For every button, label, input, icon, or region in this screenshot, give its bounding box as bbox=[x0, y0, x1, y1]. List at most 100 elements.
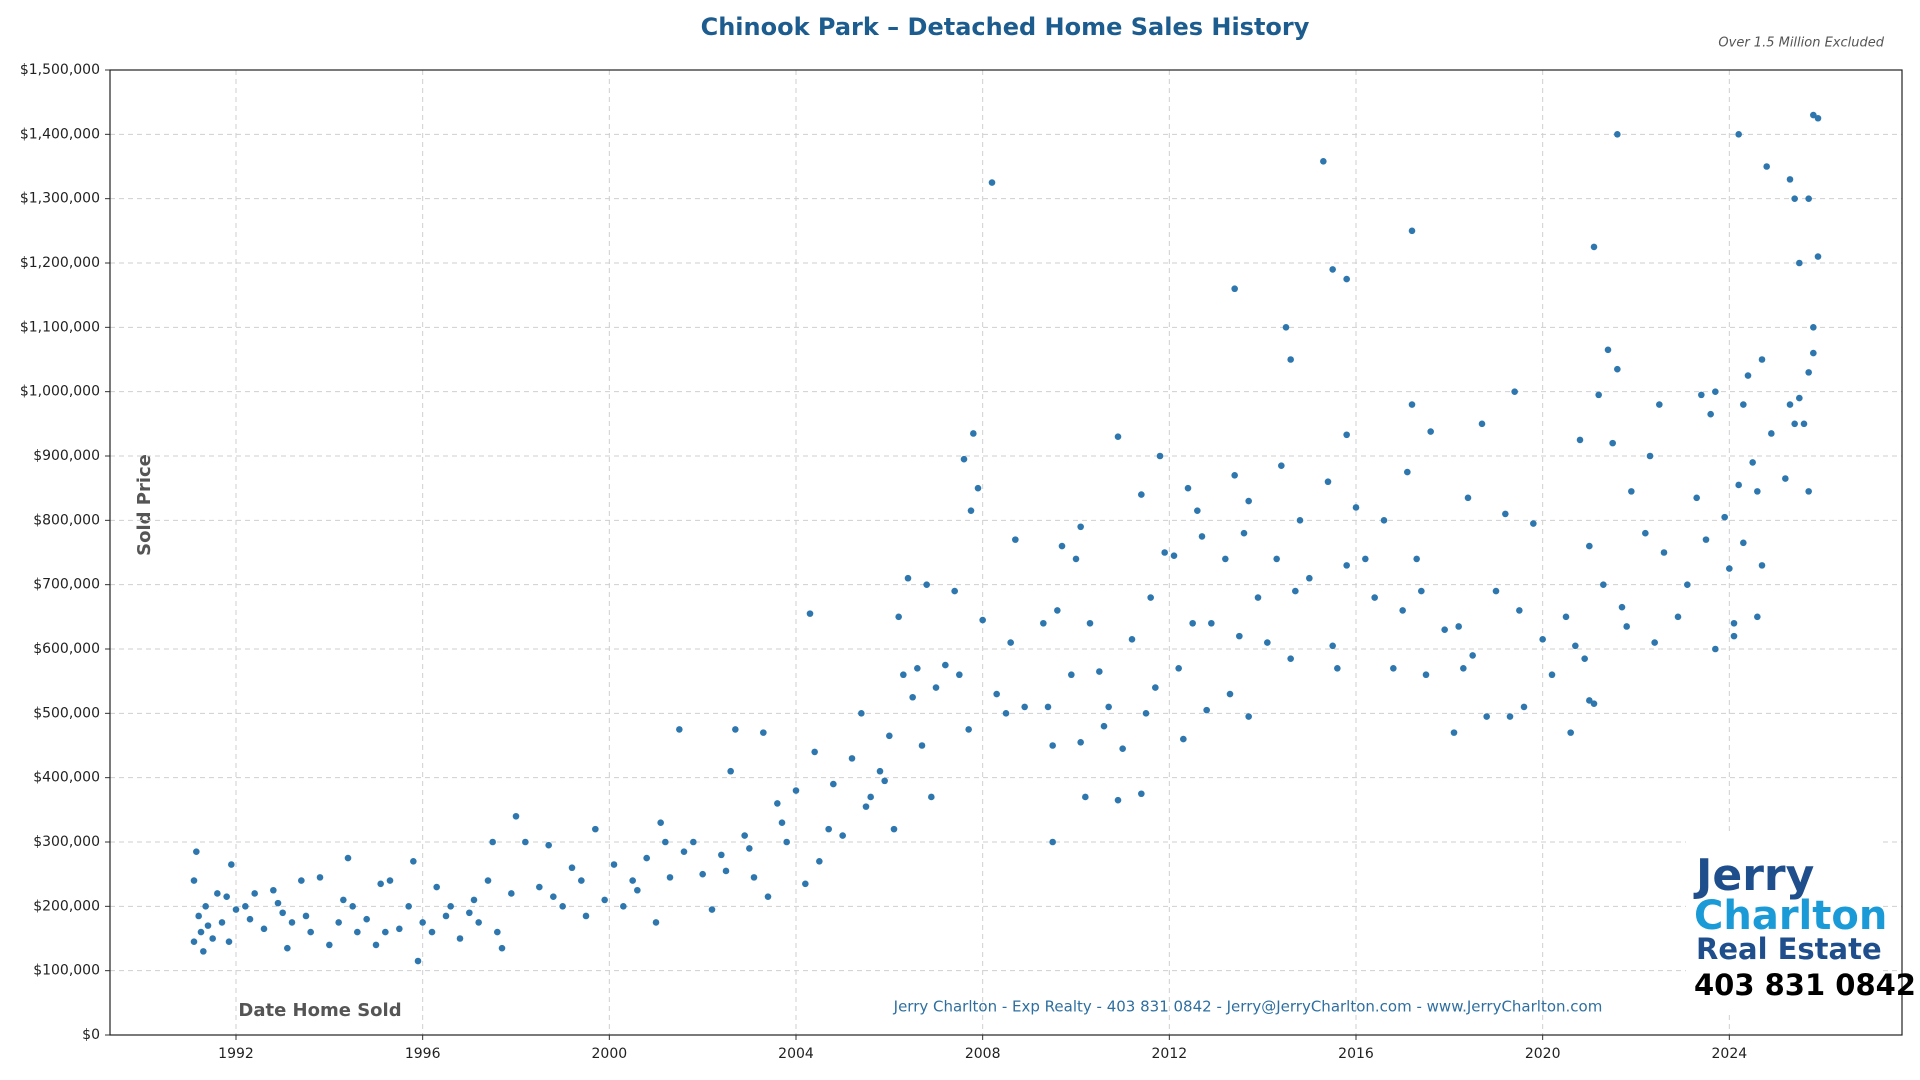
data-point bbox=[1282, 324, 1290, 331]
data-point bbox=[928, 793, 935, 801]
y-tick-label: $1,300,000 bbox=[20, 191, 100, 207]
data-point bbox=[1754, 613, 1761, 621]
data-point bbox=[204, 922, 212, 929]
data-point bbox=[732, 726, 739, 733]
data-point bbox=[1786, 401, 1794, 408]
data-point bbox=[1040, 619, 1047, 627]
data-point bbox=[1404, 468, 1411, 476]
data-point bbox=[1483, 713, 1490, 720]
data-point bbox=[298, 877, 305, 884]
y-axis-label: Sold Price bbox=[134, 454, 155, 556]
y-tick-label: $1,200,000 bbox=[20, 255, 100, 271]
data-point bbox=[718, 851, 725, 859]
data-point bbox=[1077, 738, 1084, 746]
data-point bbox=[1455, 623, 1462, 630]
data-point bbox=[1646, 452, 1654, 460]
data-point bbox=[1810, 111, 1817, 119]
data-point bbox=[783, 838, 790, 846]
y-tick-label: $200,000 bbox=[33, 898, 100, 914]
data-point bbox=[890, 825, 898, 833]
data-point bbox=[610, 861, 618, 868]
data-point bbox=[190, 938, 198, 946]
data-point bbox=[1735, 481, 1742, 489]
data-point bbox=[1231, 285, 1238, 293]
data-point bbox=[1441, 626, 1448, 633]
data-point bbox=[699, 870, 706, 878]
data-point bbox=[1240, 529, 1248, 537]
data-point bbox=[1763, 163, 1770, 170]
data-point bbox=[1049, 742, 1056, 749]
data-point bbox=[993, 690, 1000, 698]
data-point bbox=[1609, 439, 1616, 447]
data-point bbox=[1656, 401, 1663, 408]
data-point bbox=[1114, 433, 1122, 441]
data-point bbox=[676, 726, 683, 733]
data-point bbox=[802, 880, 809, 888]
data-point bbox=[522, 838, 529, 846]
data-point bbox=[1730, 619, 1738, 627]
data-point bbox=[1595, 391, 1602, 399]
data-point bbox=[433, 883, 440, 891]
data-point bbox=[363, 915, 370, 923]
data-point bbox=[550, 893, 557, 900]
data-point bbox=[974, 484, 982, 492]
data-point bbox=[1245, 497, 1252, 505]
data-point bbox=[1460, 665, 1467, 672]
data-point bbox=[601, 896, 608, 904]
data-point bbox=[1371, 594, 1378, 601]
data-point bbox=[456, 935, 464, 942]
data-point bbox=[193, 848, 200, 855]
data-point bbox=[197, 928, 205, 936]
data-point bbox=[806, 610, 814, 617]
data-point bbox=[1306, 574, 1313, 582]
data-point bbox=[1208, 619, 1215, 627]
data-point bbox=[1758, 356, 1766, 363]
data-point bbox=[410, 858, 417, 865]
data-point bbox=[190, 877, 198, 884]
data-point bbox=[223, 893, 230, 900]
data-point bbox=[1287, 655, 1294, 662]
data-point bbox=[643, 854, 650, 862]
data-point bbox=[1170, 552, 1178, 560]
data-point bbox=[764, 893, 772, 900]
data-point bbox=[708, 906, 716, 913]
logo-tagline: Real Estate bbox=[1696, 932, 1882, 966]
data-point bbox=[419, 919, 426, 926]
data-point bbox=[1418, 587, 1425, 595]
plot-area: $0 $100,000 $200,000 $300,000 $400,000 $500,0… bbox=[20, 62, 1903, 1062]
data-point bbox=[568, 864, 576, 872]
data-point bbox=[1142, 710, 1150, 717]
data-point bbox=[209, 935, 216, 942]
data-point bbox=[1147, 594, 1154, 601]
data-point bbox=[923, 581, 930, 588]
data-point bbox=[1390, 665, 1397, 672]
data-point bbox=[1138, 491, 1145, 498]
data-point bbox=[1814, 114, 1822, 122]
data-point bbox=[1642, 529, 1649, 537]
data-point bbox=[774, 800, 781, 807]
data-point bbox=[727, 767, 734, 775]
data-point bbox=[690, 838, 697, 846]
data-point bbox=[1614, 131, 1621, 138]
data-point bbox=[1198, 533, 1206, 540]
x-tick-label: 2012 bbox=[1152, 1046, 1188, 1062]
x-tick-label: 1992 bbox=[218, 1046, 254, 1062]
data-point bbox=[508, 890, 515, 897]
data-point bbox=[1805, 369, 1812, 376]
data-point bbox=[1413, 555, 1420, 563]
data-point bbox=[1730, 632, 1738, 640]
y-tick-label: $600,000 bbox=[33, 641, 100, 657]
data-point bbox=[1343, 431, 1350, 439]
data-point bbox=[475, 919, 482, 926]
data-point bbox=[1119, 745, 1126, 753]
data-point bbox=[1343, 275, 1350, 283]
x-tick-label: 2024 bbox=[1712, 1046, 1748, 1062]
y-tick-label: $700,000 bbox=[33, 577, 100, 593]
data-point bbox=[1012, 536, 1019, 543]
data-point bbox=[1530, 520, 1537, 527]
data-point bbox=[1245, 713, 1252, 720]
data-point bbox=[1744, 372, 1752, 379]
data-point bbox=[1422, 671, 1430, 679]
data-point bbox=[778, 819, 786, 826]
data-point bbox=[466, 909, 473, 917]
